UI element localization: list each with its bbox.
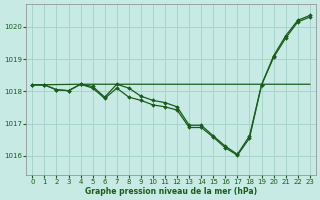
X-axis label: Graphe pression niveau de la mer (hPa): Graphe pression niveau de la mer (hPa) — [85, 187, 257, 196]
